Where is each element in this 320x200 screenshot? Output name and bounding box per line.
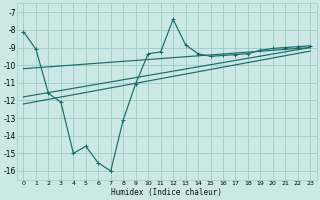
- X-axis label: Humidex (Indice chaleur): Humidex (Indice chaleur): [111, 188, 222, 197]
